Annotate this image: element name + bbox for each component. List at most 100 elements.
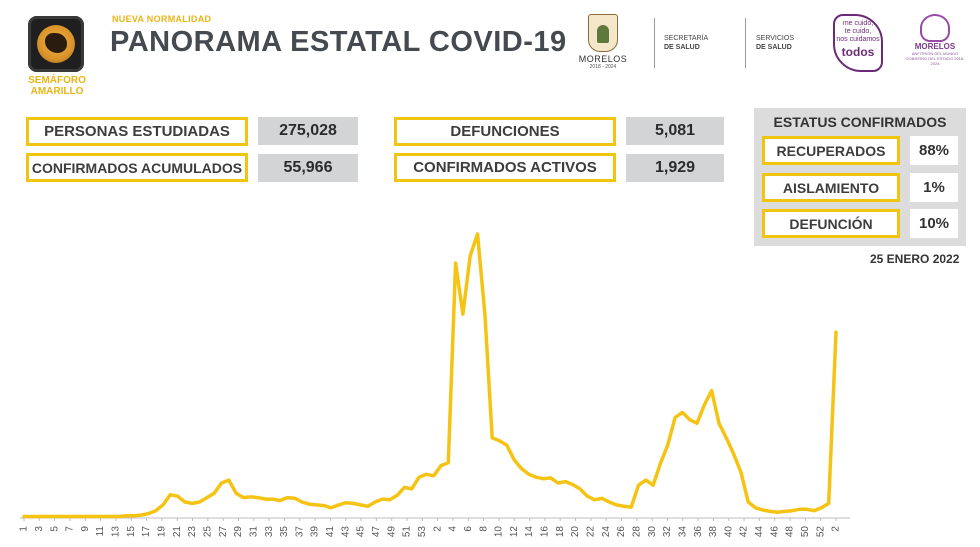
x-tick-label: 35 (279, 526, 290, 538)
data-point (520, 467, 523, 470)
series-line (22, 232, 838, 519)
status-panel: ESTATUS CONFIRMADOS RECUPERADOS 88% AISL… (754, 108, 966, 246)
data-point (615, 504, 618, 506)
data-point (352, 502, 355, 505)
semaforo-label: SEMÁFORO AMARILLO (22, 75, 92, 97)
x-tick-label: 17 (141, 526, 152, 538)
data-point (381, 498, 384, 500)
data-point (96, 515, 98, 518)
divider (745, 18, 746, 68)
confirmados-acumulados-label: CONFIRMADOS ACUMULADOS (26, 153, 248, 182)
x-tick-label: 18 (555, 526, 566, 538)
data-point (140, 514, 142, 516)
data-point (601, 497, 603, 500)
data-point (491, 437, 494, 439)
confirmados-activos-value: 1,929 (626, 154, 724, 182)
morelos-lotus-logo: MORELOS ANFITRIÓN DEL MUNDO GOBIERNO DEL… (905, 14, 965, 66)
servicios-line2: DE SALUD (756, 44, 792, 51)
x-tick-label: 20 (570, 526, 581, 538)
data-point (279, 499, 281, 502)
x-tick-label: 9 (80, 526, 91, 532)
data-point (791, 509, 793, 512)
x-tick-label: 42 (739, 526, 750, 538)
data-point (330, 507, 333, 509)
data-point (374, 501, 376, 503)
data-point (103, 515, 106, 518)
data-point (176, 495, 179, 498)
data-point (81, 515, 84, 518)
data-point (820, 507, 823, 509)
x-tick-label: 7 (65, 526, 76, 532)
x-tick-label: 19 (157, 526, 168, 538)
lotus-name-line2: ANFITRIÓN DEL MUNDO (911, 51, 959, 56)
data-point (147, 512, 150, 515)
data-point (293, 497, 296, 500)
defunciones-value: 5,081 (626, 117, 724, 145)
mecuido-line3: nos cuidamos (836, 36, 880, 43)
morelos-shield-icon (588, 14, 618, 52)
data-point (403, 486, 406, 489)
data-point (286, 496, 289, 499)
x-tick-label: 24 (601, 526, 612, 538)
x-tick-label: 11 (95, 526, 106, 537)
data-point (162, 504, 164, 506)
data-point (798, 508, 801, 511)
secretaria-salud-logo: SECRETARÍA DE SALUD (664, 34, 708, 52)
mecuido-line1: me cuido, (842, 20, 874, 27)
x-tick-label: 49 (386, 526, 397, 538)
data-point (805, 508, 808, 511)
data-point (257, 496, 259, 499)
x-tick-label: 46 (769, 526, 780, 538)
x-tick-label: 40 (723, 526, 734, 538)
data-point (440, 464, 442, 467)
data-point (337, 504, 340, 506)
data-point (184, 501, 186, 503)
data-point (608, 501, 610, 503)
x-tick-label: 5 (49, 526, 60, 532)
x-tick-label: 29 (233, 526, 244, 538)
data-point (111, 515, 113, 518)
data-point (696, 422, 698, 425)
data-point (710, 389, 713, 392)
data-point (498, 440, 501, 442)
x-tick-label: 2 (831, 526, 842, 532)
data-point (154, 509, 157, 512)
x-tick-label: 8 (478, 526, 489, 532)
morelos-logo-years: 2018 - 2024 (589, 64, 617, 70)
morelos-logo-label: MORELOS (578, 54, 628, 64)
data-point (718, 422, 720, 425)
secretaria-line1: SECRETARÍA (664, 35, 709, 42)
x-tick-label: 32 (662, 526, 673, 538)
x-tick-label: 44 (754, 526, 765, 538)
data-point (367, 505, 369, 508)
data-point (418, 476, 420, 479)
recuperados-label: RECUPERADOS (762, 136, 900, 165)
me-cuido-logo: me cuido, te cuido, nos cuidamos todos (833, 14, 883, 72)
semaforo-label-line1: SEMÁFORO (28, 75, 86, 86)
x-tick-label: 43 (340, 526, 351, 538)
x-tick-label: 36 (693, 526, 704, 538)
x-tick-label: 33 (264, 526, 275, 538)
data-point (674, 416, 676, 419)
page-subtitle: NUEVA NORMALIDAD (112, 14, 212, 24)
data-point (754, 507, 757, 509)
data-point (323, 504, 325, 507)
x-tick-label: 47 (371, 526, 382, 538)
data-point (396, 494, 398, 497)
data-point (359, 504, 362, 506)
data-point (67, 515, 69, 518)
mecuido-line2: te cuido, (844, 28, 872, 35)
x-tick-label: 15 (126, 526, 137, 538)
servicios-salud-logo: SERVICIOS DE SALUD (756, 34, 794, 52)
x-tick-label: 21 (172, 526, 183, 538)
data-point (688, 418, 691, 421)
data-point (586, 495, 589, 498)
morelos-logo: MORELOS 2018 - 2024 (575, 14, 631, 70)
data-point (776, 511, 779, 513)
report-date: 25 ENERO 2022 (870, 252, 960, 266)
data-point (264, 498, 267, 500)
data-point (564, 480, 567, 483)
data-point (703, 404, 706, 406)
data-point (242, 496, 245, 499)
x-tick-label: 28 (631, 526, 642, 538)
